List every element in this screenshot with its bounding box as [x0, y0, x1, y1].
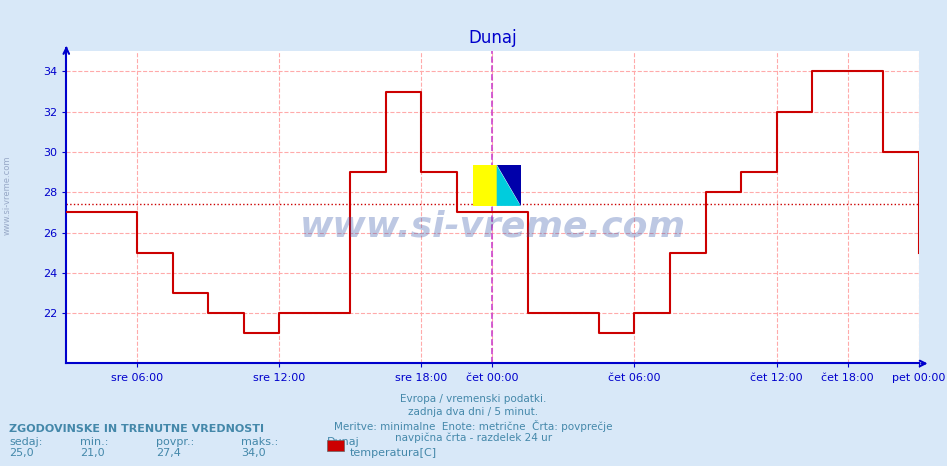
- Text: 27,4: 27,4: [156, 448, 181, 458]
- Text: zadnja dva dni / 5 minut.: zadnja dva dni / 5 minut.: [408, 407, 539, 417]
- Text: Evropa / vremenski podatki.: Evropa / vremenski podatki.: [401, 394, 546, 404]
- Text: temperatura[C]: temperatura[C]: [349, 448, 437, 458]
- Text: 25,0: 25,0: [9, 448, 34, 458]
- Text: ZGODOVINSKE IN TRENUTNE VREDNOSTI: ZGODOVINSKE IN TRENUTNE VREDNOSTI: [9, 424, 264, 434]
- Polygon shape: [496, 165, 521, 206]
- Text: www.si-vreme.com: www.si-vreme.com: [299, 209, 686, 243]
- Text: navpična črta - razdelek 24 ur: navpična črta - razdelek 24 ur: [395, 433, 552, 444]
- Bar: [473, 165, 496, 206]
- Polygon shape: [496, 165, 521, 206]
- Text: 21,0: 21,0: [80, 448, 105, 458]
- Title: Dunaj: Dunaj: [468, 29, 517, 47]
- Text: povpr.:: povpr.:: [156, 437, 194, 446]
- Text: maks.:: maks.:: [241, 437, 278, 446]
- Text: min.:: min.:: [80, 437, 109, 446]
- Text: Dunaj: Dunaj: [327, 437, 360, 446]
- Text: Meritve: minimalne  Enote: metrične  Črta: povprečje: Meritve: minimalne Enote: metrične Črta:…: [334, 420, 613, 432]
- Text: 34,0: 34,0: [241, 448, 266, 458]
- Text: www.si-vreme.com: www.si-vreme.com: [3, 156, 12, 235]
- Text: sedaj:: sedaj:: [9, 437, 43, 446]
